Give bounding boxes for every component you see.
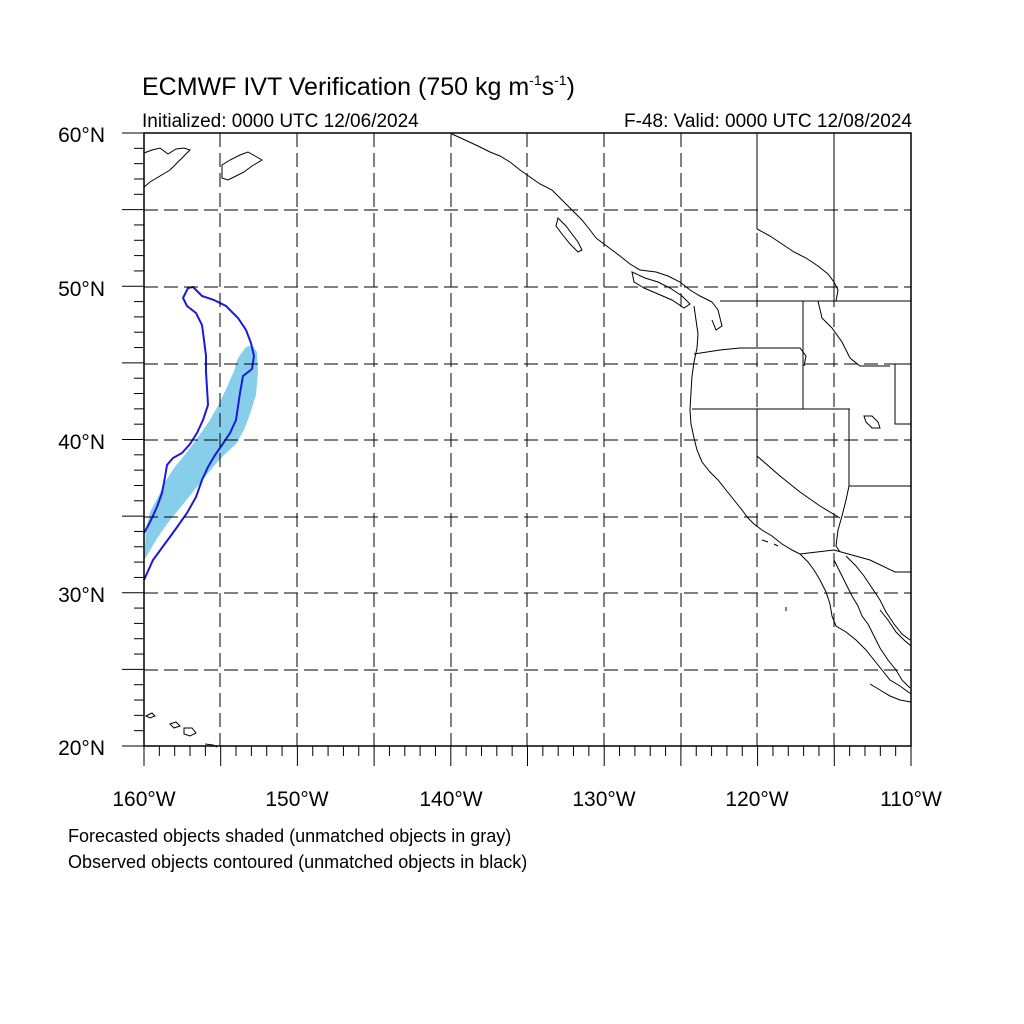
alberta-bc-border — [756, 228, 839, 302]
alaska-panhandle-coast — [451, 133, 597, 239]
plot-title: ECMWF IVT Verification (750 kg m-1s-1) — [142, 72, 575, 102]
title-main: ECMWF IVT Verification (750 kg m — [142, 73, 530, 101]
great-salt-lake — [863, 415, 881, 429]
idaho-montana-border — [817, 300, 890, 367]
legend-observed-note: Observed objects contoured (unmatched ob… — [68, 852, 528, 872]
baja-peninsula-coast — [833, 559, 911, 689]
observed-object-contour — [143, 285, 256, 581]
title-exp2: -1 — [554, 72, 567, 88]
bc-coast — [595, 237, 713, 303]
lat-label-30n: 30°N — [58, 584, 105, 607]
title-unit-s: s — [541, 73, 555, 101]
vancouver-island-coast — [631, 271, 691, 309]
legend-forecast-note: Forecasted objects shaded (unmatched obj… — [68, 826, 512, 846]
lat-label-40n: 40°N — [58, 431, 105, 454]
kodiak-coast — [221, 151, 263, 181]
mainland-coast-south — [869, 683, 912, 703]
us-west-coast — [689, 305, 912, 695]
lat-label-60n: 60°N — [58, 124, 105, 147]
init-time-label: Initialized: 0000 UTC 12/06/2024 — [142, 111, 419, 132]
wa-or-border — [693, 347, 807, 367]
hawaii-islands — [144, 712, 218, 748]
az-border — [835, 485, 850, 553]
lon-label-110w: 110°W — [880, 788, 942, 811]
graticule — [144, 133, 911, 746]
lat-label-20n: 20°N — [58, 737, 105, 760]
haida-gwaii-coast — [555, 217, 583, 253]
wy-border — [894, 363, 911, 425]
title-close: ) — [566, 73, 575, 101]
lat-label-50n: 50°N — [58, 278, 105, 301]
lon-label-120w: 120°W — [725, 788, 788, 811]
lon-label-160w: 160°W — [112, 788, 175, 811]
alaska-peninsula-coast — [143, 147, 191, 188]
title-exp1: -1 — [529, 72, 542, 88]
forecast-object-shaded — [144, 345, 258, 560]
mexico-mainland-coast — [879, 609, 912, 647]
us-mexico-border — [799, 549, 911, 573]
lon-label-150w: 150°W — [265, 788, 328, 811]
nv-ut-border — [848, 409, 911, 487]
channel-islands — [761, 539, 787, 611]
gulf-of-california-coast — [845, 555, 911, 641]
lon-label-140w: 140°W — [419, 788, 482, 811]
latitude-labels: 20°N 30°N 40°N 50°N 60°N — [58, 124, 105, 760]
valid-time-label: F-48: Valid: 0000 UTC 12/08/2024 — [624, 111, 912, 132]
puget-sound-coast — [711, 301, 723, 331]
axis-ticks — [122, 132, 912, 766]
lon-label-130w: 130°W — [572, 788, 635, 811]
longitude-labels: 160°W 150°W 140°W 130°W 120°W 110°W — [112, 788, 942, 811]
ca-nv-border — [756, 409, 841, 519]
